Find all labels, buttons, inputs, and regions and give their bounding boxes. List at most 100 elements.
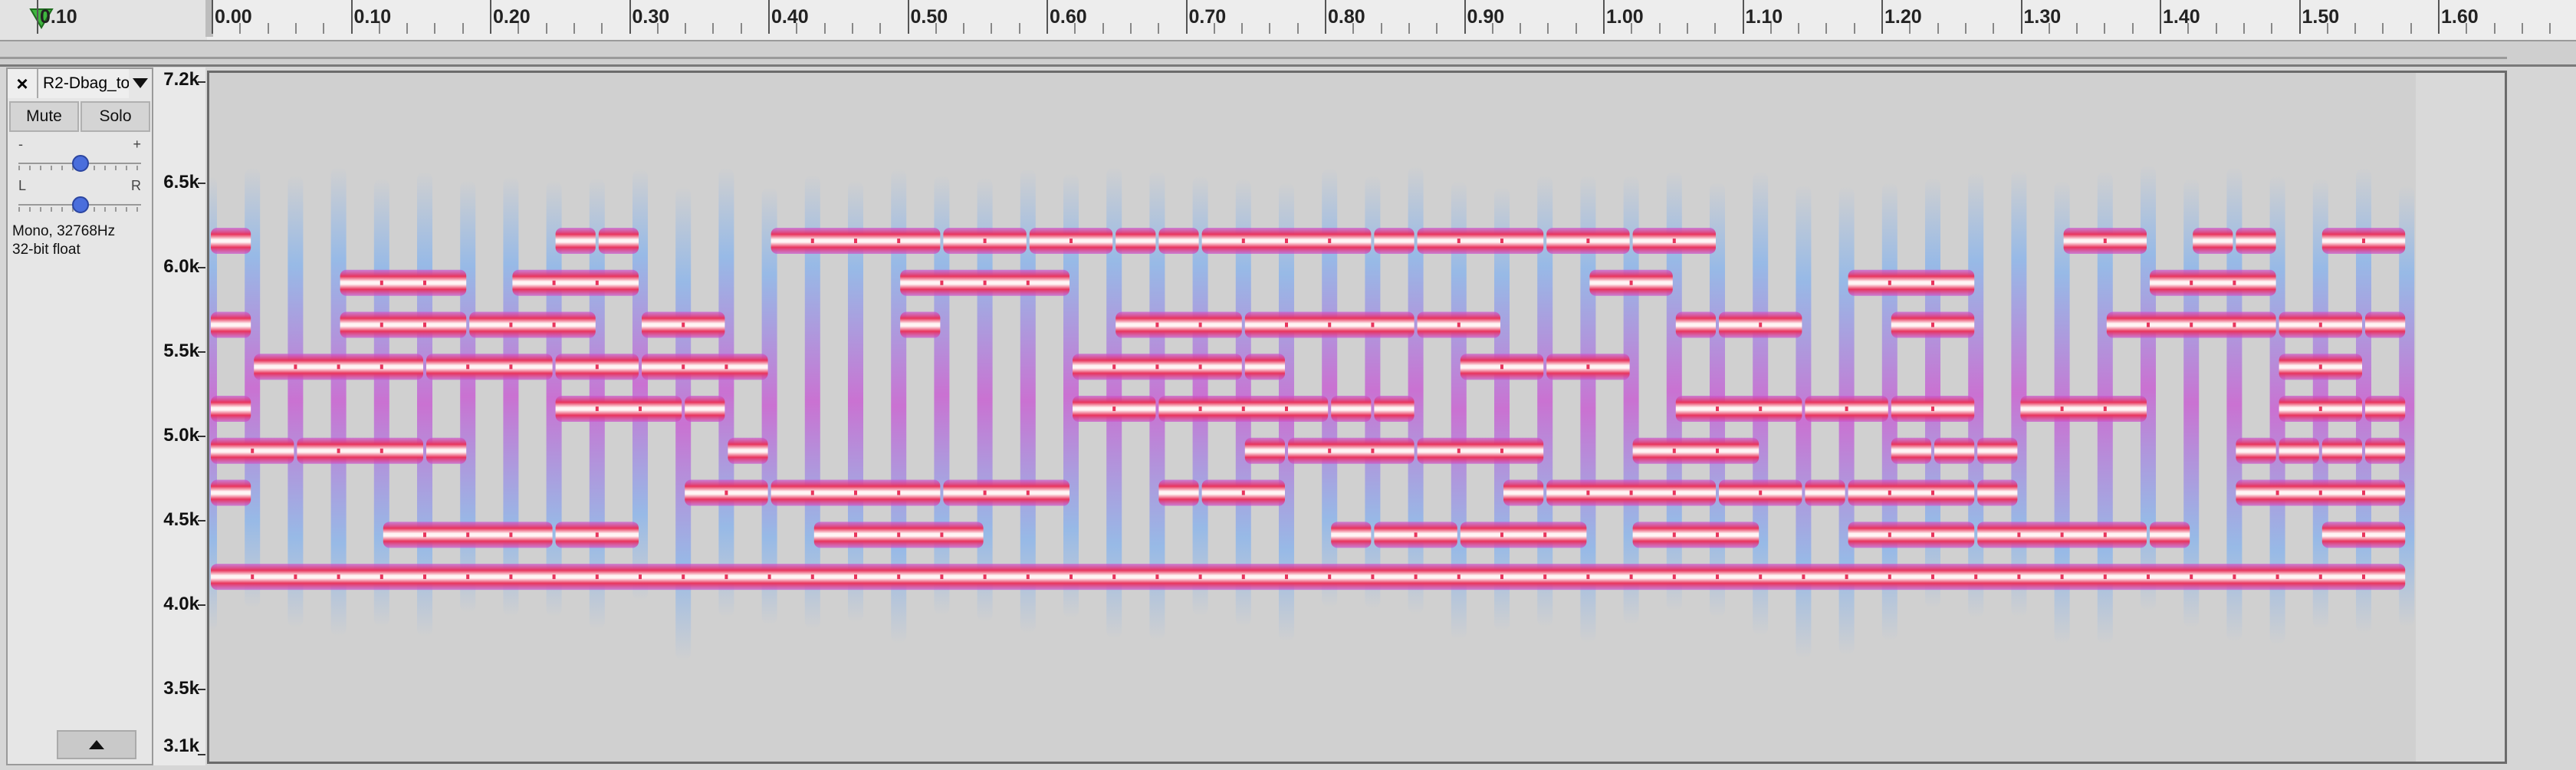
- tone-segment-boundary: [595, 280, 599, 285]
- ruler-minor-tick: [1853, 23, 1855, 34]
- frequency-tick-label: 3.5k: [163, 678, 199, 699]
- ruler-minor-tick: [1937, 23, 1939, 34]
- play-head-icon[interactable]: [26, 5, 57, 32]
- tone-segment-boundary: [2362, 490, 2365, 495]
- ruler-minor-tick: [1129, 23, 1132, 34]
- tone-segment: [1331, 396, 1372, 423]
- ruler-minor-tick: [712, 23, 715, 34]
- gain-slider[interactable]: - +: [18, 137, 141, 176]
- tone-segment-boundary: [552, 322, 556, 327]
- ruler-minor-tick: [1436, 23, 1438, 34]
- tone-segment-boundary: [1759, 322, 1763, 327]
- tone-segment-boundary: [810, 574, 814, 580]
- tone-segment-boundary: [1716, 406, 1719, 412]
- tone-segment-boundary: [1198, 364, 1202, 370]
- frequency-tick-label: 6.0k: [163, 256, 199, 277]
- spectrogram-view[interactable]: [207, 71, 2507, 764]
- ruler-minor-tick: [2242, 23, 2245, 34]
- tone-segment-boundary: [2233, 574, 2236, 580]
- tone-segment-boundary: [2147, 574, 2150, 580]
- ruler-minor-tick: [434, 23, 436, 34]
- ruler-minor-tick: [1241, 23, 1244, 34]
- tone-segment-boundary: [2060, 574, 2064, 580]
- tone-segment-boundary: [983, 239, 987, 244]
- tone-segment-boundary: [1285, 574, 1288, 580]
- ruler-minor-tick: [1102, 23, 1104, 34]
- pan-right-label: R: [131, 178, 141, 193]
- ruler-tick-label: 1.10: [1745, 6, 1783, 28]
- tone-segment-boundary: [1931, 574, 1934, 580]
- ruler-minor-tick: [1491, 23, 1493, 34]
- tone-segment-boundary: [854, 239, 857, 244]
- track-control-panel[interactable]: × R2-Dbag_to_ Mute Solo - + L R Mono, 32…: [6, 67, 153, 765]
- ruler-minor-tick: [2271, 23, 2273, 34]
- frequency-tick: [198, 754, 205, 755]
- ruler-tick-label: 0.40: [771, 6, 809, 28]
- ruler-tick-label: 1.40: [2163, 6, 2200, 28]
- tone-segment-boundary: [1672, 490, 1676, 495]
- tone-segment: [1632, 522, 1760, 548]
- close-track-button[interactable]: ×: [8, 69, 38, 98]
- spectral-spread-column: [2399, 185, 2415, 627]
- ruler-minor-tick: [2521, 23, 2523, 34]
- pan-slider[interactable]: L R: [18, 178, 141, 218]
- tone-segment-boundary: [1629, 574, 1633, 580]
- chevron-down-icon[interactable]: [129, 69, 152, 98]
- ruler-minor-tick: [935, 23, 937, 34]
- ruler-major-tick: [1881, 0, 1883, 34]
- frequency-axis[interactable]: 7.2k 6.5k 6.0k 5.5k 5.0k 4.5k 4.0k 3.5k 3.1k: [153, 67, 205, 765]
- spectral-spread-column: [1796, 184, 1812, 659]
- frequency-tick-label: 5.0k: [163, 425, 199, 446]
- ruler-major-tick: [629, 0, 631, 34]
- tone-segment: [1417, 228, 1544, 255]
- tone-segment-boundary: [1026, 490, 1030, 495]
- ruler-tick-label: 0.50: [910, 6, 948, 28]
- tone-segment-boundary: [423, 532, 426, 538]
- selection-start-marker[interactable]: [205, 0, 213, 37]
- spectrogram-silence: [2416, 73, 2505, 762]
- track-header: × R2-Dbag_to_: [8, 69, 152, 100]
- tone-segment-boundary: [1716, 448, 1719, 453]
- tone-segment-boundary: [1500, 448, 1503, 453]
- ruler-tick-label: 0.10: [40, 6, 77, 28]
- ruler-major-tick: [1464, 0, 1466, 34]
- collapse-track-button[interactable]: [57, 730, 136, 759]
- ruler-minor-tick: [2410, 23, 2412, 34]
- pan-slider-thumb[interactable]: [72, 196, 89, 213]
- gain-slider-thumb[interactable]: [72, 155, 89, 172]
- ruler-minor-tick: [323, 23, 325, 34]
- tone-segment-boundary: [1716, 532, 1719, 538]
- tone-segment-boundary: [2362, 239, 2365, 244]
- spectral-spread-column: [2356, 167, 2371, 634]
- track-name-menu[interactable]: R2-Dbag_to_: [38, 69, 129, 98]
- ruler-minor-tick: [267, 23, 269, 34]
- solo-button[interactable]: Solo: [80, 101, 150, 132]
- tone-segment-boundary: [2017, 532, 2021, 538]
- tone-segment-boundary: [1500, 532, 1503, 538]
- spectrogram-canvas: [209, 73, 2505, 762]
- chevron-up-icon: [89, 740, 104, 749]
- spectral-spread-column: [675, 186, 692, 661]
- frequency-tick: [198, 267, 205, 268]
- tone-segment-boundary: [595, 406, 599, 412]
- frequency-tick-label: 6.5k: [163, 172, 199, 192]
- tone-segment: [1848, 522, 1975, 548]
- ruler-minor-tick: [851, 23, 853, 34]
- ruler-major-tick: [212, 0, 213, 34]
- ruler-left-region[interactable]: [0, 0, 207, 40]
- tone-segment-boundary: [1500, 574, 1503, 580]
- tone-segment: [297, 437, 423, 464]
- timeline-ruler[interactable]: 0.10 0.00 0.10 0.20 0.30 0.40 0.50 0.60 0.70 0.80…: [0, 0, 2576, 41]
- ruler-minor-tick: [1408, 23, 1410, 34]
- ruler-minor-tick: [406, 23, 409, 34]
- empty-track-space[interactable]: [2507, 67, 2576, 767]
- tone-segment-boundary: [294, 574, 297, 580]
- ruler-major-tick: [2160, 0, 2161, 34]
- tone-segment: [2150, 269, 2276, 296]
- spectral-spread-column: [1408, 166, 1424, 615]
- spectral-spread-column: [761, 186, 777, 626]
- tone-segment-boundary: [509, 364, 513, 370]
- mute-button[interactable]: Mute: [9, 101, 79, 132]
- spectral-spread-column: [503, 176, 519, 617]
- ruler-minor-tick: [2466, 23, 2468, 34]
